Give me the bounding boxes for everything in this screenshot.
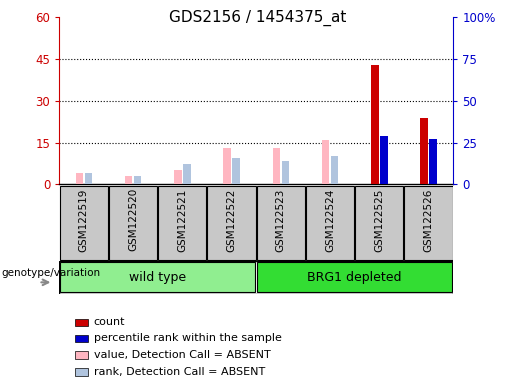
Bar bbox=[125, 176, 132, 184]
Bar bbox=[272, 148, 280, 184]
Bar bbox=[404, 186, 453, 260]
Text: percentile rank within the sample: percentile rank within the sample bbox=[94, 333, 282, 343]
Bar bbox=[75, 368, 88, 376]
Text: GSM122524: GSM122524 bbox=[325, 188, 335, 252]
Bar bbox=[207, 17, 256, 184]
Bar bbox=[371, 65, 379, 184]
Bar bbox=[208, 186, 256, 260]
Bar bbox=[75, 351, 88, 359]
Bar bbox=[380, 136, 387, 184]
Bar bbox=[75, 335, 88, 342]
Bar bbox=[75, 319, 88, 326]
Text: GSM122525: GSM122525 bbox=[374, 188, 384, 252]
Bar bbox=[305, 17, 355, 184]
Bar bbox=[404, 17, 453, 184]
Bar bbox=[158, 186, 207, 260]
Text: GSM122523: GSM122523 bbox=[276, 188, 286, 252]
Bar bbox=[420, 118, 428, 184]
Bar bbox=[257, 262, 452, 293]
Bar bbox=[224, 148, 231, 184]
Bar bbox=[84, 173, 92, 184]
Bar bbox=[59, 17, 109, 184]
Bar bbox=[355, 186, 403, 260]
Text: wild type: wild type bbox=[129, 271, 186, 284]
Text: GSM122521: GSM122521 bbox=[177, 188, 187, 252]
Bar bbox=[76, 173, 83, 184]
Text: GSM122526: GSM122526 bbox=[423, 188, 434, 252]
Text: GSM122519: GSM122519 bbox=[79, 188, 89, 252]
Text: value, Detection Call = ABSENT: value, Detection Call = ABSENT bbox=[94, 350, 270, 360]
Text: GDS2156 / 1454375_at: GDS2156 / 1454375_at bbox=[169, 10, 346, 26]
Bar bbox=[256, 17, 305, 184]
Bar bbox=[109, 17, 158, 184]
Bar bbox=[183, 164, 191, 184]
Bar bbox=[174, 170, 182, 184]
Bar bbox=[232, 157, 240, 184]
Bar bbox=[355, 17, 404, 184]
Bar bbox=[60, 262, 255, 293]
Bar bbox=[322, 140, 330, 184]
Text: GSM122522: GSM122522 bbox=[227, 188, 236, 252]
Bar bbox=[306, 186, 354, 260]
Bar bbox=[331, 156, 338, 184]
Bar bbox=[429, 139, 437, 184]
Text: count: count bbox=[94, 317, 125, 327]
Bar bbox=[109, 186, 157, 260]
Text: GSM122520: GSM122520 bbox=[128, 188, 138, 252]
Text: BRG1 depleted: BRG1 depleted bbox=[307, 271, 402, 284]
Text: genotype/variation: genotype/variation bbox=[1, 268, 100, 278]
Text: rank, Detection Call = ABSENT: rank, Detection Call = ABSENT bbox=[94, 367, 265, 377]
Bar bbox=[282, 161, 289, 184]
Bar bbox=[60, 186, 108, 260]
Bar bbox=[134, 176, 141, 184]
Bar bbox=[256, 186, 305, 260]
Bar bbox=[158, 17, 207, 184]
